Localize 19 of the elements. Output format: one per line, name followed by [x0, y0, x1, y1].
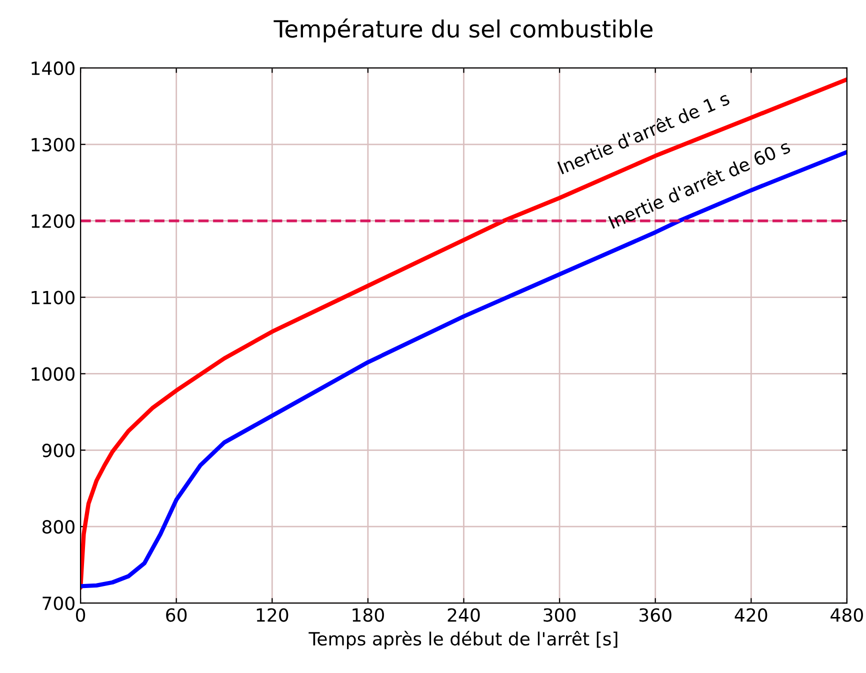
x-tick-label: 420 [734, 608, 768, 622]
y-tick-label: 800 [42, 520, 74, 534]
y-tick-label: 1400 [32, 61, 74, 76]
x-tick-label: 180 [352, 608, 384, 622]
x-tick-label: 60 [166, 608, 187, 622]
x-tick-label: 480 [830, 608, 863, 622]
y-tick-label: 700 [42, 596, 74, 610]
x-tick-label: 0 [76, 608, 86, 622]
y-tick-label: 1000 [32, 367, 74, 381]
x-tick-label: 360 [639, 608, 672, 622]
y-tick-label: 1300 [32, 138, 74, 152]
y-tick-label: 1200 [32, 214, 74, 228]
x-tick-label: 120 [256, 608, 288, 622]
x-tick-label: 240 [448, 608, 480, 622]
y-tick-label: 900 [42, 444, 74, 458]
x-axis-title: Temps après le début de l'arrêt [s] [308, 630, 618, 650]
chart-title: Température du sel combustible [274, 18, 652, 42]
x-tick-label: 300 [544, 608, 576, 622]
y-tick-label: 1100 [32, 290, 74, 304]
